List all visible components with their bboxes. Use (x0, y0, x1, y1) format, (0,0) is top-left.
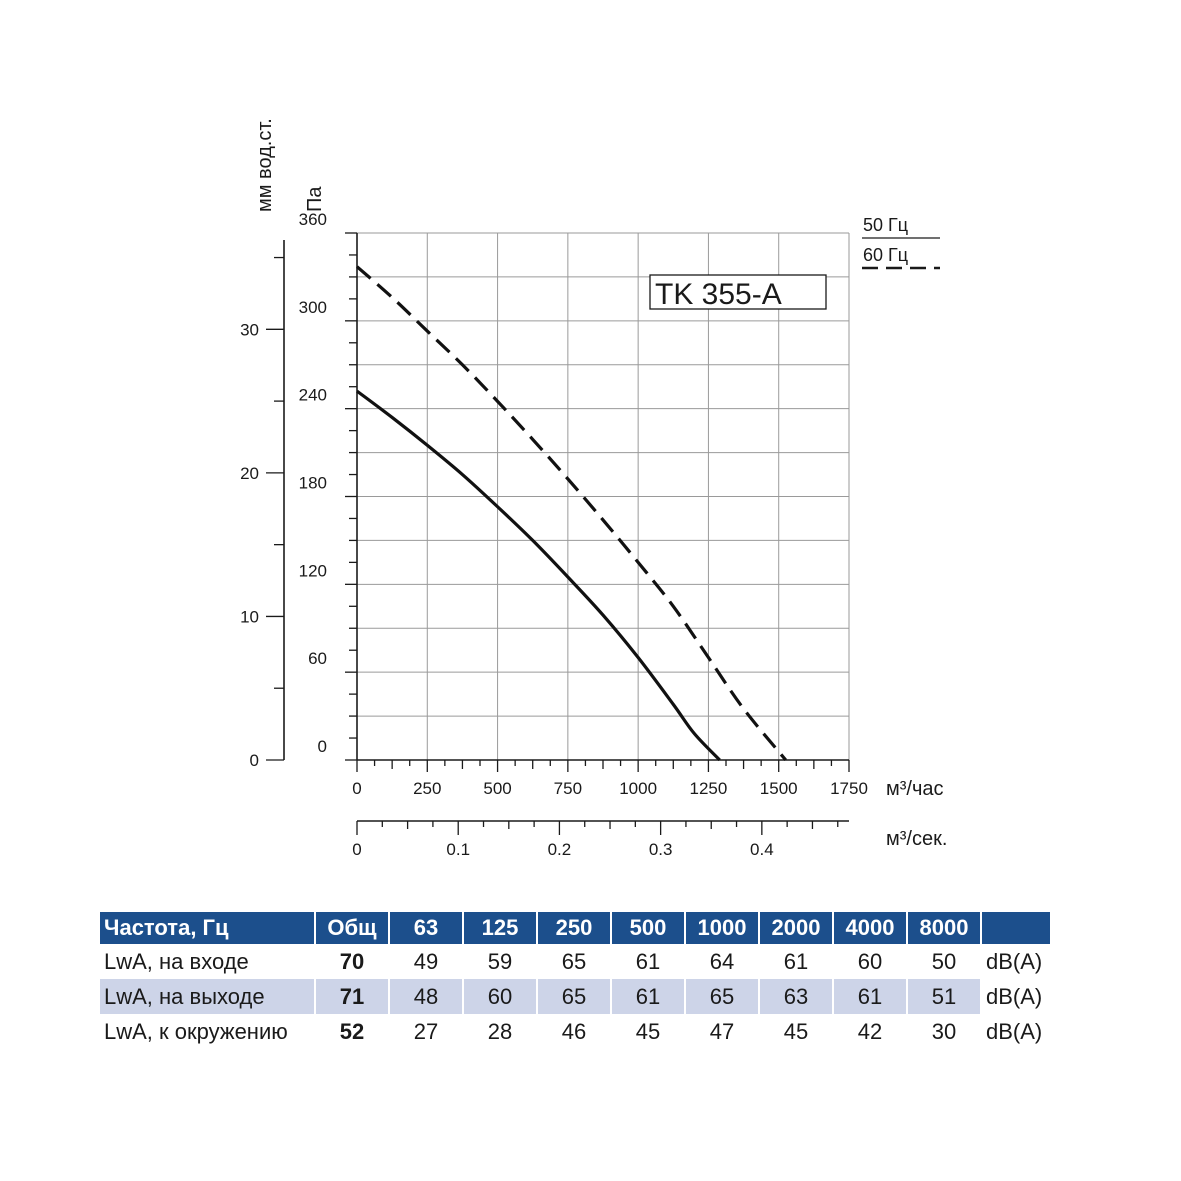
x-tick-label-m3h: 750 (554, 779, 582, 798)
legend: 50 Гц 60 Гц (862, 215, 940, 270)
sound-power-table: Частота, Гц Общ 63 125 250 500 1000 2000… (98, 912, 1052, 1049)
row-value: 61 (635, 948, 661, 974)
row-unit: dB(A) (986, 948, 1043, 974)
x-tick-label-m3h: 500 (483, 779, 511, 798)
row-value: 51 (908, 979, 980, 1014)
y-tick-label-pa: 300 (299, 298, 327, 317)
header-8000: 8000 (908, 912, 980, 944)
x-tick-label-m3h: 1500 (760, 779, 798, 798)
x-tick-label-m3s: 0.3 (649, 840, 673, 859)
x-axis-m3h-title: м³/час (886, 778, 944, 800)
x-tick-label-m3s: 0 (352, 840, 361, 859)
table-row: LwA, на входе 70 49 59 65 61 64 61 60 50 dB(A) (100, 944, 1050, 979)
y-tick-label-pa: 60 (308, 649, 327, 668)
row-value: 65 (561, 948, 587, 974)
header-63: 63 (390, 912, 462, 944)
row-value: 45 (635, 1018, 661, 1044)
x-tick-label-m3s: 0.2 (548, 840, 572, 859)
y-tick-label-pa: 120 (299, 561, 327, 580)
header-frequency: Частота, Гц (100, 912, 314, 944)
header-1000: 1000 (686, 912, 758, 944)
row-value: 63 (760, 979, 832, 1014)
y-axis-mm-title: мм вод.ст. (254, 118, 276, 212)
x-tick-label-m3h: 1000 (619, 779, 657, 798)
header-500: 500 (612, 912, 684, 944)
x-tick-label-m3h: 250 (413, 779, 441, 798)
x-tick-label-m3h: 1750 (830, 779, 868, 798)
performance-curves (355, 265, 787, 762)
row-total: 52 (339, 1018, 365, 1044)
model-label-box (649, 274, 827, 310)
x-tick-label-m3s: 0.4 (750, 840, 774, 859)
row-value: 61 (612, 979, 684, 1014)
chart-grid (357, 232, 850, 760)
legend-50hz-label: 50 Гц (863, 215, 908, 235)
legend-60hz-label: 60 Гц (863, 245, 908, 265)
row-value: 27 (413, 1018, 439, 1044)
header-2000: 2000 (760, 912, 832, 944)
row-value: 49 (413, 948, 439, 974)
row-value: 30 (931, 1018, 957, 1044)
x-axis-m3s-title: м³/сек. (886, 828, 947, 850)
curve-60hz (355, 265, 787, 762)
row-value: 64 (709, 948, 735, 974)
row-value: 59 (487, 948, 513, 974)
row-total: 70 (339, 948, 365, 974)
row-value: 42 (857, 1018, 883, 1044)
header-125: 125 (464, 912, 536, 944)
y-tick-label-mm: 30 (240, 320, 259, 339)
row-value: 48 (390, 979, 462, 1014)
row-label: LwA, на выходе (100, 979, 314, 1014)
row-label: LwA, к окружению (104, 1018, 288, 1044)
model-label: TK 355-A (655, 278, 782, 311)
row-value: 65 (686, 979, 758, 1014)
row-unit: dB(A) (982, 979, 1050, 1014)
table-row: LwA, к окружению 52 27 28 46 45 47 45 42 30 dB(A) (100, 1014, 1050, 1049)
header-total: Общ (316, 912, 388, 944)
y-tick-label-pa: 180 (299, 474, 327, 493)
y-tick-label-mm: 20 (240, 464, 259, 483)
row-unit: dB(A) (986, 1018, 1043, 1044)
row-value: 47 (709, 1018, 735, 1044)
row-value: 61 (834, 979, 906, 1014)
row-value: 46 (561, 1018, 587, 1044)
row-value: 45 (783, 1018, 809, 1044)
row-value: 61 (783, 948, 809, 974)
header-4000: 4000 (834, 912, 906, 944)
y-tick-label-mm: 10 (240, 607, 259, 626)
x-tick-label-m3h: 0 (352, 779, 361, 798)
table-row: LwA, на выходе 71 48 60 65 61 65 63 61 51 dB(A) (100, 979, 1050, 1014)
row-value: 65 (538, 979, 610, 1014)
y-tick-label-mm: 0 (250, 751, 259, 770)
row-label: LwA, на входе (104, 948, 249, 974)
x-tick-label-m3s: 0.1 (446, 840, 470, 859)
header-250: 250 (538, 912, 610, 944)
y-tick-label-pa: 360 (299, 210, 327, 229)
header-unit (982, 912, 1050, 944)
y-axis-pa-title: Па (304, 186, 326, 212)
row-value: 50 (931, 948, 957, 974)
row-value: 28 (487, 1018, 513, 1044)
row-value: 60 (464, 979, 536, 1014)
table-header-row: Частота, Гц Общ 63 125 250 500 1000 2000… (100, 912, 1050, 944)
row-total: 71 (316, 979, 388, 1014)
row-value: 60 (857, 948, 883, 974)
y-tick-label-pa: 0 (318, 737, 327, 756)
y-tick-label-pa: 240 (299, 386, 327, 405)
x-tick-label-m3h: 1250 (690, 779, 728, 798)
curve-50hz (356, 389, 721, 762)
